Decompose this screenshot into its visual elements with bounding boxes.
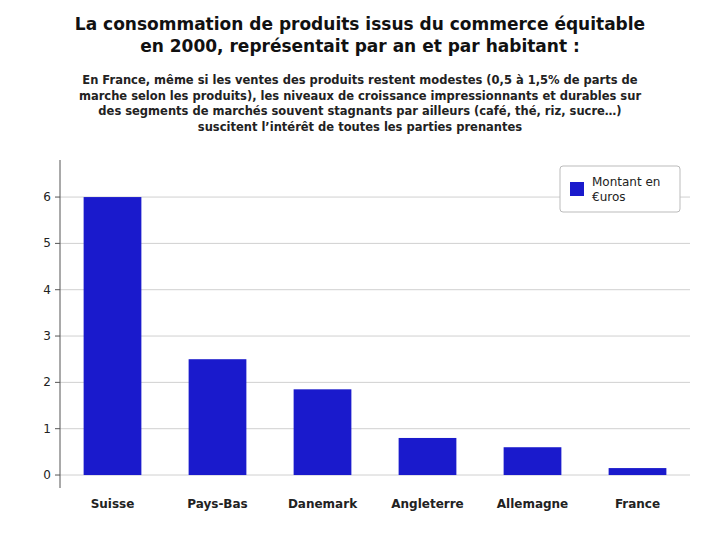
legend-label-line: €uros [592,190,626,204]
y-axis-line [60,160,61,488]
legend-box [560,166,680,212]
title: La consommation de produits issus du com… [75,14,645,56]
y-tick-label: 1 [43,422,51,436]
legend-label: Montant en€uros [592,175,660,204]
y-tick [55,382,60,383]
y-tick [55,428,60,429]
bar [294,389,352,475]
grid-line [60,428,690,429]
bar [399,438,457,475]
bar [609,468,667,475]
y-tick-label: 4 [43,283,51,297]
bars [84,197,667,475]
y-tick-label: 6 [43,190,51,204]
bar [84,197,142,475]
legend: Montant en€uros [560,166,680,212]
grid-line [60,336,690,337]
bar [189,359,247,475]
subtitle-line: des segments de marchés souvent stagnant… [98,104,621,118]
legend-swatch [570,182,584,196]
chart-svg: La consommation de produits issus du com… [0,0,720,540]
y-tick [55,336,60,337]
y-tick [55,475,60,476]
grid-line [60,475,690,476]
y-tick [55,243,60,244]
y-tick [55,197,60,198]
x-tick-label: Angleterre [391,497,464,511]
x-tick-label: Pays-Bas [187,497,248,511]
subtitle-line: marche selon les produits), les niveaux … [79,89,641,103]
bar [504,447,562,475]
title-line: La consommation de produits issus du com… [75,14,645,34]
background [0,0,720,540]
y-tick-label: 5 [43,236,51,250]
grid-line [60,289,690,290]
title-line: en 2000, représentait par an et par habi… [140,36,580,56]
x-tick-label: Suisse [91,497,135,511]
x-tick-label: Allemagne [497,497,569,511]
x-tick-label: France [615,497,660,511]
legend-label-line: Montant en [592,175,660,189]
grid-line [60,243,690,244]
y-tick-label: 2 [43,375,51,389]
grid-line [60,382,690,383]
subtitle-line: En France, même si les ventes des produi… [82,73,638,87]
subtitle-line: suscitent l’intérêt de toutes les partie… [198,120,523,134]
y-tick-label: 3 [43,329,51,343]
subtitle: En France, même si les ventes des produi… [79,73,641,134]
y-tick [55,289,60,290]
x-tick-label: Danemark [288,497,358,511]
chart-container: La consommation de produits issus du com… [0,0,720,540]
y-tick-label: 0 [43,468,51,482]
